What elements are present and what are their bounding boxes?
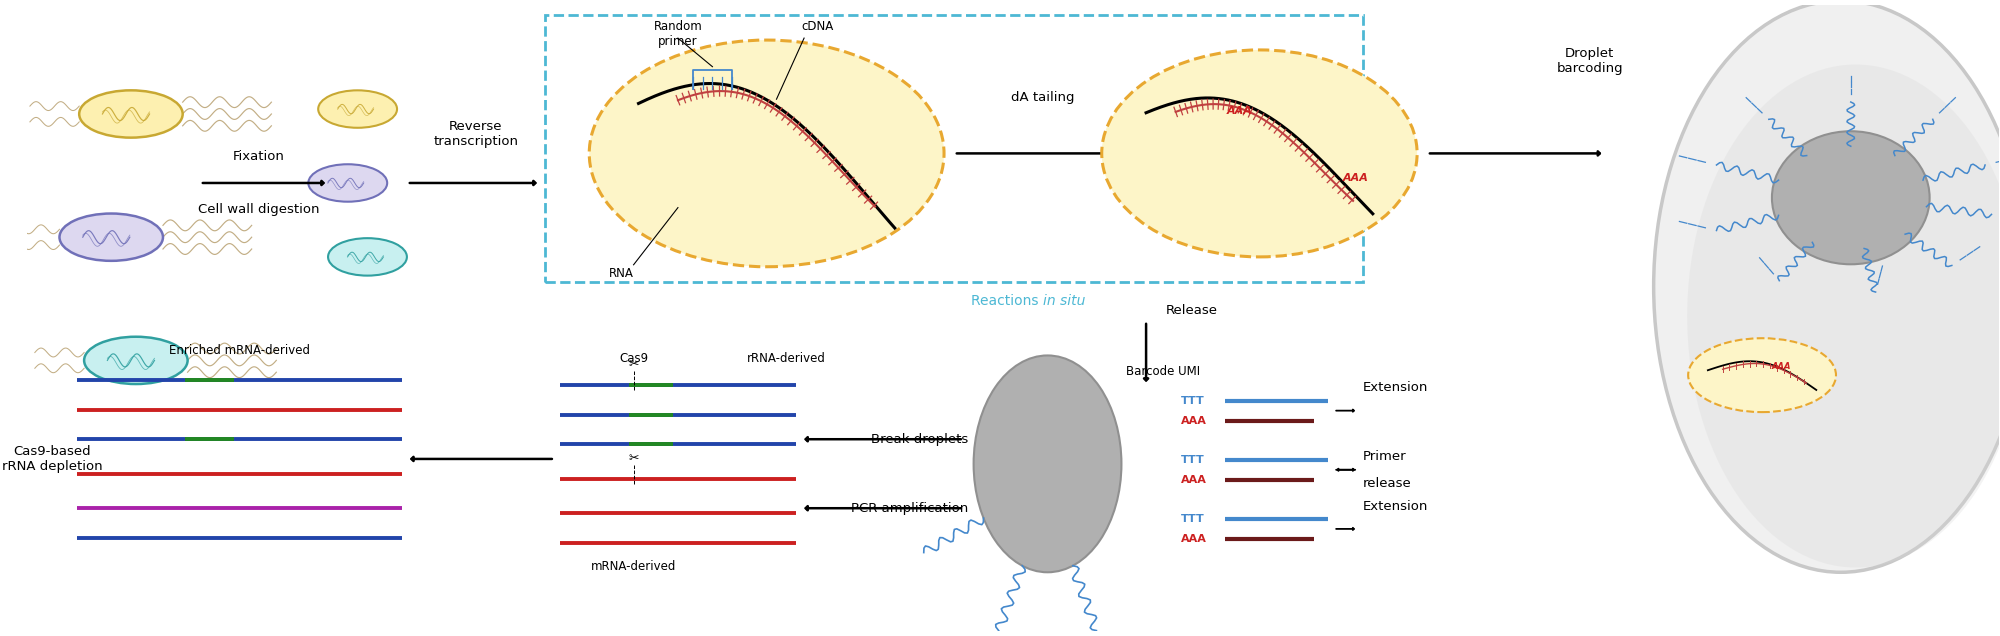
- Text: Primer: Primer: [1362, 450, 1406, 464]
- Text: TTT: TTT: [1180, 396, 1204, 406]
- Ellipse shape: [1688, 64, 2000, 567]
- Text: PCR amplification: PCR amplification: [852, 502, 968, 515]
- Text: Droplet
barcoding: Droplet barcoding: [1556, 46, 1622, 74]
- Text: Break droplets: Break droplets: [872, 432, 968, 446]
- Text: Enriched mRNA-derived: Enriched mRNA-derived: [168, 345, 310, 357]
- Ellipse shape: [1654, 1, 2000, 572]
- Ellipse shape: [1772, 131, 1930, 265]
- Ellipse shape: [318, 90, 398, 128]
- Ellipse shape: [328, 238, 406, 275]
- Ellipse shape: [60, 214, 162, 261]
- Text: Reverse
transcription: Reverse transcription: [434, 120, 518, 148]
- Text: Cell wall digestion: Cell wall digestion: [198, 203, 320, 216]
- Text: AAA: AAA: [1180, 474, 1206, 485]
- Text: release: release: [1362, 477, 1412, 490]
- Text: mRNA-derived: mRNA-derived: [590, 560, 676, 574]
- Text: cDNA: cDNA: [802, 20, 834, 33]
- Text: Cas9: Cas9: [620, 352, 648, 365]
- Text: TTT: TTT: [1180, 514, 1204, 524]
- Text: AAA: AAA: [1226, 106, 1252, 116]
- Ellipse shape: [1688, 338, 1836, 412]
- Text: ✂: ✂: [628, 358, 638, 371]
- Text: TTT: TTT: [1180, 455, 1204, 465]
- Ellipse shape: [80, 90, 182, 137]
- Text: Fixation: Fixation: [234, 150, 286, 163]
- Ellipse shape: [308, 164, 388, 202]
- Text: Release: Release: [1166, 304, 1218, 317]
- Text: ✂: ✂: [628, 452, 638, 465]
- Text: AAA: AAA: [1772, 363, 1792, 371]
- Ellipse shape: [1102, 50, 1418, 257]
- Bar: [544, 15, 1362, 282]
- Text: AAA: AAA: [1180, 534, 1206, 544]
- Text: Reactions: Reactions: [970, 294, 1042, 308]
- Text: Cas9-based
rRNA depletion: Cas9-based rRNA depletion: [2, 445, 102, 473]
- Text: AAA: AAA: [1344, 173, 1370, 183]
- Ellipse shape: [974, 356, 1122, 572]
- Text: Random
primer: Random primer: [654, 20, 702, 48]
- Text: in situ: in situ: [1042, 294, 1084, 308]
- Text: Extension: Extension: [1362, 382, 1428, 394]
- Text: RNA: RNA: [608, 266, 634, 280]
- Text: Extension: Extension: [1362, 500, 1428, 513]
- Text: Barcode UMI: Barcode UMI: [1126, 365, 1200, 378]
- Ellipse shape: [590, 40, 944, 266]
- Text: rRNA-derived: rRNA-derived: [746, 352, 826, 365]
- Text: AAA: AAA: [1180, 415, 1206, 425]
- Text: dA tailing: dA tailing: [1010, 91, 1074, 104]
- Ellipse shape: [84, 336, 188, 384]
